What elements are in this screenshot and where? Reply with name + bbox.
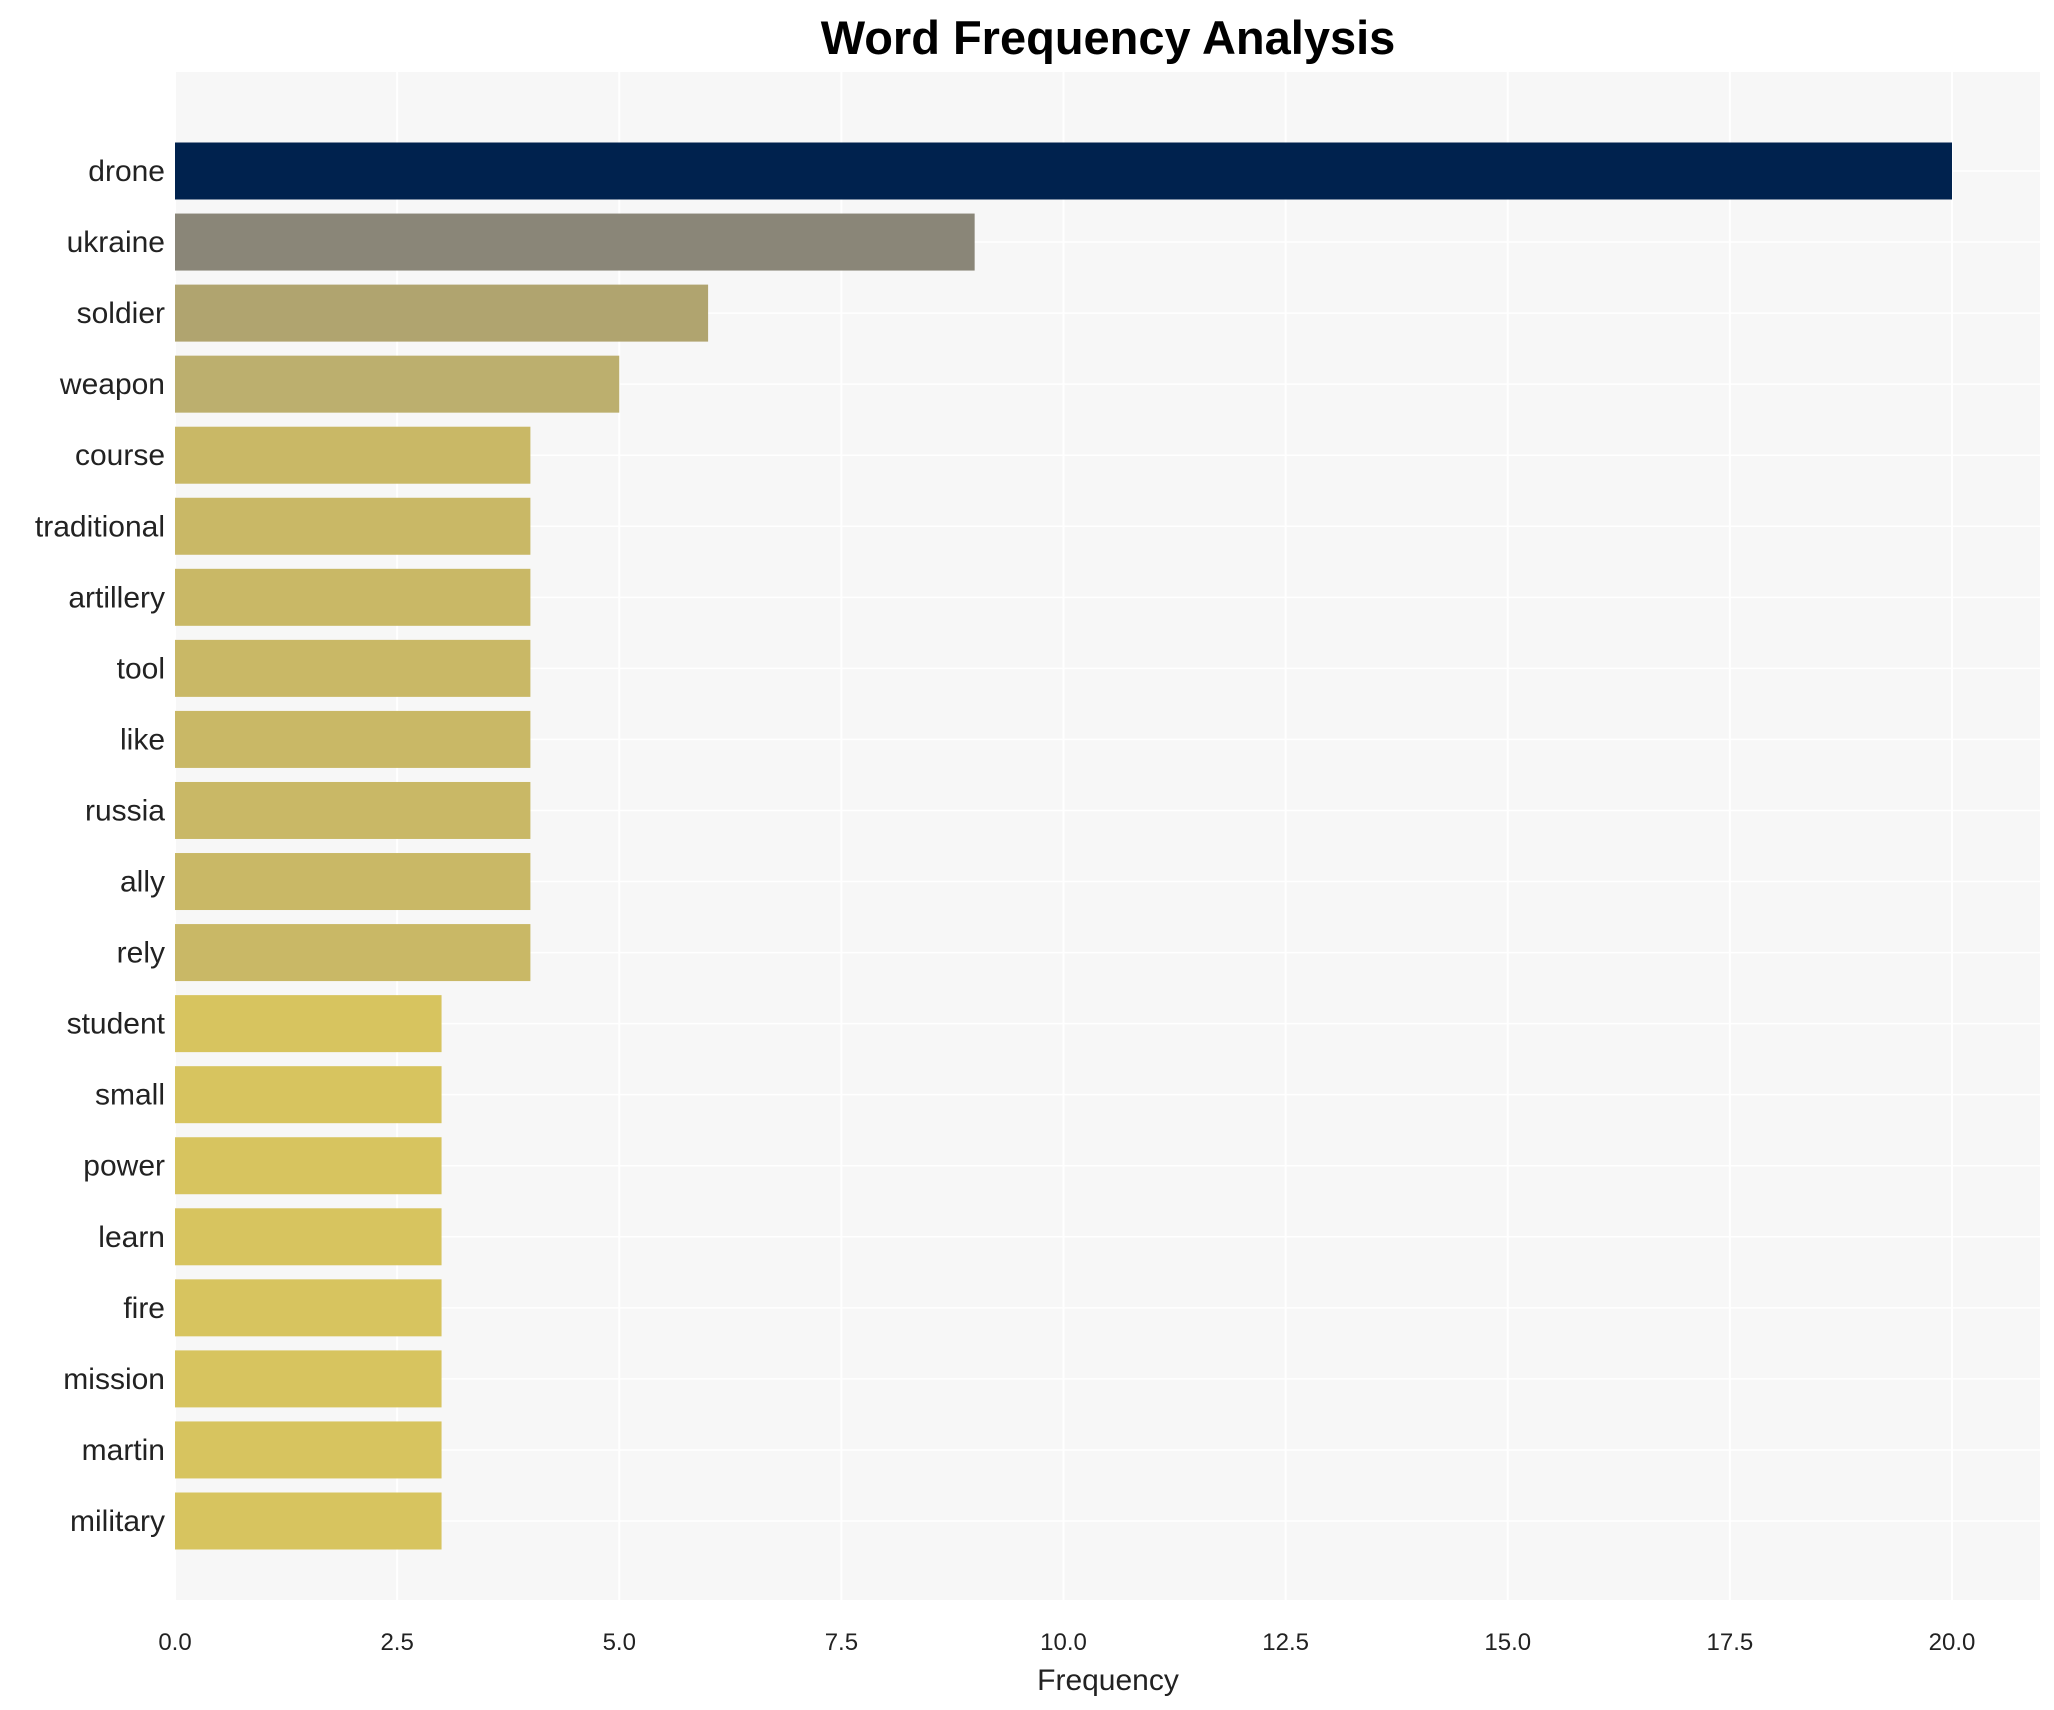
bar-mission <box>175 1350 442 1408</box>
chart-title: Word Frequency Analysis <box>821 11 1396 64</box>
x-tick-label: 7.5 <box>825 1629 858 1656</box>
bar-soldier <box>175 284 709 342</box>
bar-rely <box>175 924 531 982</box>
y-tick-label: mission <box>63 1363 165 1396</box>
bar-ukraine <box>175 213 975 271</box>
bar-drone <box>175 142 1952 200</box>
x-tick-label: 5.0 <box>603 1629 636 1656</box>
bar-small <box>175 1066 442 1124</box>
y-tick-label: military <box>70 1505 165 1538</box>
y-tick-label: weapon <box>59 368 165 401</box>
x-axis-label: Frequency <box>1037 1664 1179 1697</box>
y-tick-label: course <box>75 439 165 472</box>
bar-traditional <box>175 497 531 555</box>
bar-tool <box>175 639 531 697</box>
bar-course <box>175 426 531 484</box>
x-tick-label: 2.5 <box>380 1629 413 1656</box>
y-tick-label: student <box>67 1008 166 1041</box>
bar-power <box>175 1137 442 1195</box>
y-tick-label: ukraine <box>67 226 165 259</box>
bar-martin <box>175 1421 442 1479</box>
y-tick-label: fire <box>123 1292 165 1325</box>
bar-student <box>175 995 442 1053</box>
x-tick-label: 0.0 <box>158 1629 191 1656</box>
y-tick-label: rely <box>117 937 165 970</box>
bar-artillery <box>175 568 531 626</box>
y-tick-label: russia <box>85 794 165 827</box>
bars <box>175 142 1952 1550</box>
x-tick-label: 12.5 <box>1262 1629 1309 1656</box>
x-tick-label: 17.5 <box>1707 1629 1754 1656</box>
y-tick-label: artillery <box>68 581 165 614</box>
y-tick-label: like <box>120 723 165 756</box>
y-tick-label: learn <box>98 1221 165 1254</box>
y-tick-labels: drone ukraine soldier weapon course tradition… <box>35 155 166 1538</box>
x-tick-label: 20.0 <box>1929 1629 1976 1656</box>
x-tick-label: 15.0 <box>1484 1629 1531 1656</box>
y-tick-label: martin <box>82 1434 165 1467</box>
bar-learn <box>175 1208 442 1266</box>
bar-weapon <box>175 355 620 413</box>
y-tick-label: ally <box>120 866 165 899</box>
x-tick-label: 10.0 <box>1040 1629 1087 1656</box>
y-tick-label: tool <box>117 652 165 685</box>
bar-fire <box>175 1279 442 1337</box>
y-tick-label: drone <box>88 155 165 188</box>
y-tick-label: soldier <box>77 297 165 330</box>
bar-military <box>175 1492 442 1550</box>
y-tick-label: small <box>95 1079 165 1112</box>
x-tick-labels: 0.0 2.5 5.0 7.5 10.0 12.5 15.0 17.5 20.0 <box>158 1629 1975 1656</box>
bar-like <box>175 710 531 768</box>
y-tick-label: traditional <box>35 510 165 543</box>
bar-ally <box>175 853 531 911</box>
bar-russia <box>175 781 531 839</box>
y-tick-label: power <box>83 1150 165 1183</box>
